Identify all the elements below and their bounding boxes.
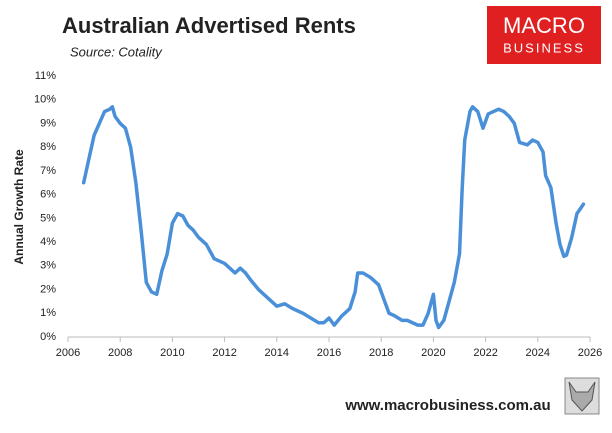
y-tick-label: 3% [40, 260, 56, 272]
y-tick-label: 1% [40, 307, 56, 319]
y-tick-label: 7% [40, 165, 56, 177]
y-tick-label: 10% [34, 94, 56, 106]
x-tick-label: 2022 [473, 347, 497, 359]
y-tick-label: 6% [40, 189, 56, 201]
chart-subtitle: Source: Cotality [70, 44, 163, 59]
x-tick-label: 2018 [369, 347, 393, 359]
y-tick-label: 9% [40, 117, 56, 129]
y-tick-label: 2% [40, 283, 56, 295]
logo-text: MACRO [503, 13, 585, 38]
x-tick-label: 2026 [578, 347, 602, 359]
x-tick-label: 2008 [108, 347, 132, 359]
x-tick-label: 2012 [212, 347, 236, 359]
y-axis-label: Annual Growth Rate [12, 149, 26, 265]
y-tick-label: 11% [35, 70, 56, 82]
chart-title: Australian Advertised Rents [62, 13, 356, 38]
x-tick-label: 2024 [526, 347, 550, 359]
x-tick-label: 2006 [56, 347, 80, 359]
y-tick-label: 4% [40, 236, 56, 248]
x-tick-label: 2014 [265, 347, 289, 359]
y-tick-label: 0% [40, 331, 56, 343]
fox-icon [564, 377, 600, 415]
website: www.macrobusiness.com.au [344, 397, 550, 414]
x-tick-label: 2020 [421, 347, 445, 359]
x-tick-label: 2010 [160, 347, 184, 359]
logo-box [487, 6, 601, 64]
logo-text: BUSINESS [503, 40, 585, 55]
y-tick-label: 8% [40, 141, 56, 153]
x-tick-label: 2016 [317, 347, 341, 359]
y-tick-label: 5% [40, 212, 56, 224]
series-line [81, 105, 586, 330]
